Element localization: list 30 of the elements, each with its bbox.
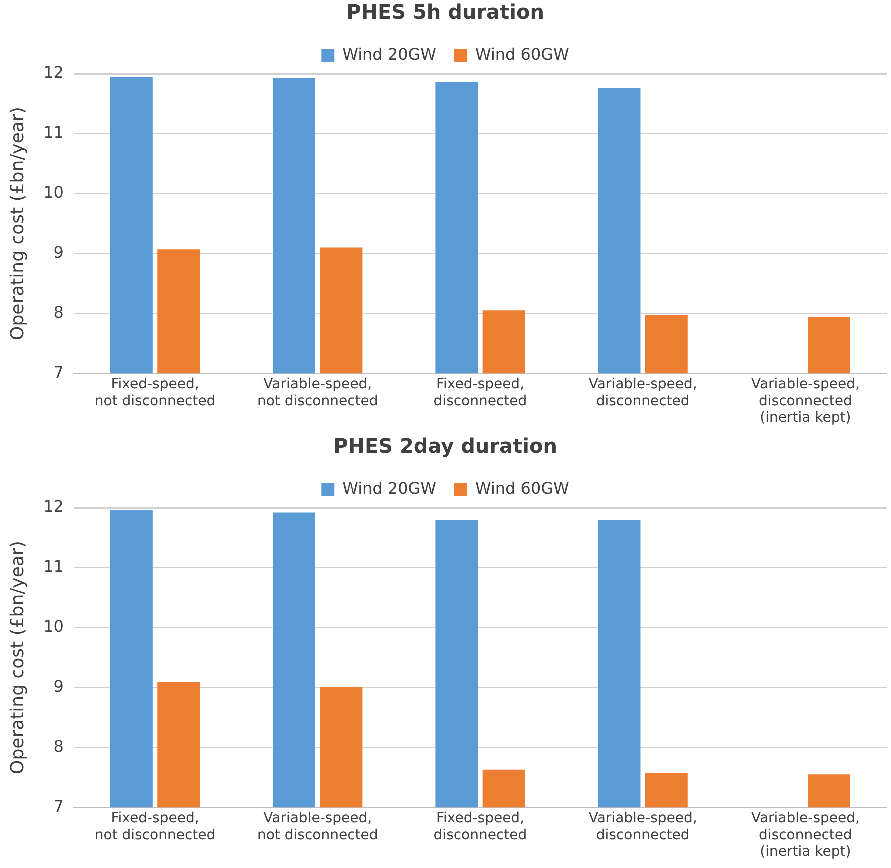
x-tick-label: Variable-speed, disconnected (inertia kept)	[751, 810, 860, 860]
y-tick-label: 8	[54, 302, 64, 322]
legend-label: Wind 60GW	[476, 479, 570, 498]
y-axis-title: Operating cost (£bn/year)	[7, 107, 28, 340]
x-tick-label: Variable-speed, not disconnected	[257, 810, 378, 844]
x-tick-label: Fixed-speed, not disconnected	[94, 810, 216, 844]
y-tick-label: 9	[54, 676, 64, 696]
y-tick-label: 10	[44, 616, 64, 636]
x-tick-label: Fixed-speed, disconnected	[434, 376, 528, 410]
x-tick-label: Fixed-speed, not disconnected	[94, 376, 216, 410]
x-tick-label: Variable-speed, disconnected (inertia kept)	[751, 376, 860, 426]
y-tick-label: 11	[44, 557, 64, 576]
x-tick-label: Variable-speed, not disconnected	[257, 376, 378, 410]
y-tick-label: 10	[44, 182, 64, 202]
chart-title: PHES 2day duration	[334, 434, 558, 458]
legend-label: Wind 20GW	[342, 45, 437, 64]
x-tick-label: Variable-speed, disconnected	[588, 810, 698, 844]
legend-label: Wind 20GW	[342, 479, 437, 498]
y-tick-label: 7	[54, 796, 64, 816]
y-axis-title: Operating cost (£bn/year)	[7, 541, 28, 774]
chart-title: PHES 5h duration	[346, 0, 544, 24]
y-tick-label: 12	[44, 497, 64, 516]
y-tick-label: 9	[54, 242, 64, 262]
y-tick-label: 7	[54, 362, 64, 382]
x-tick-label: Variable-speed, disconnected	[588, 376, 698, 410]
y-tick-label: 8	[54, 736, 64, 756]
x-tick-label: Fixed-speed, disconnected	[434, 810, 528, 844]
legend-label: Wind 60GW	[476, 45, 570, 64]
y-tick-label: 11	[44, 123, 64, 142]
y-tick-label: 12	[44, 63, 64, 82]
